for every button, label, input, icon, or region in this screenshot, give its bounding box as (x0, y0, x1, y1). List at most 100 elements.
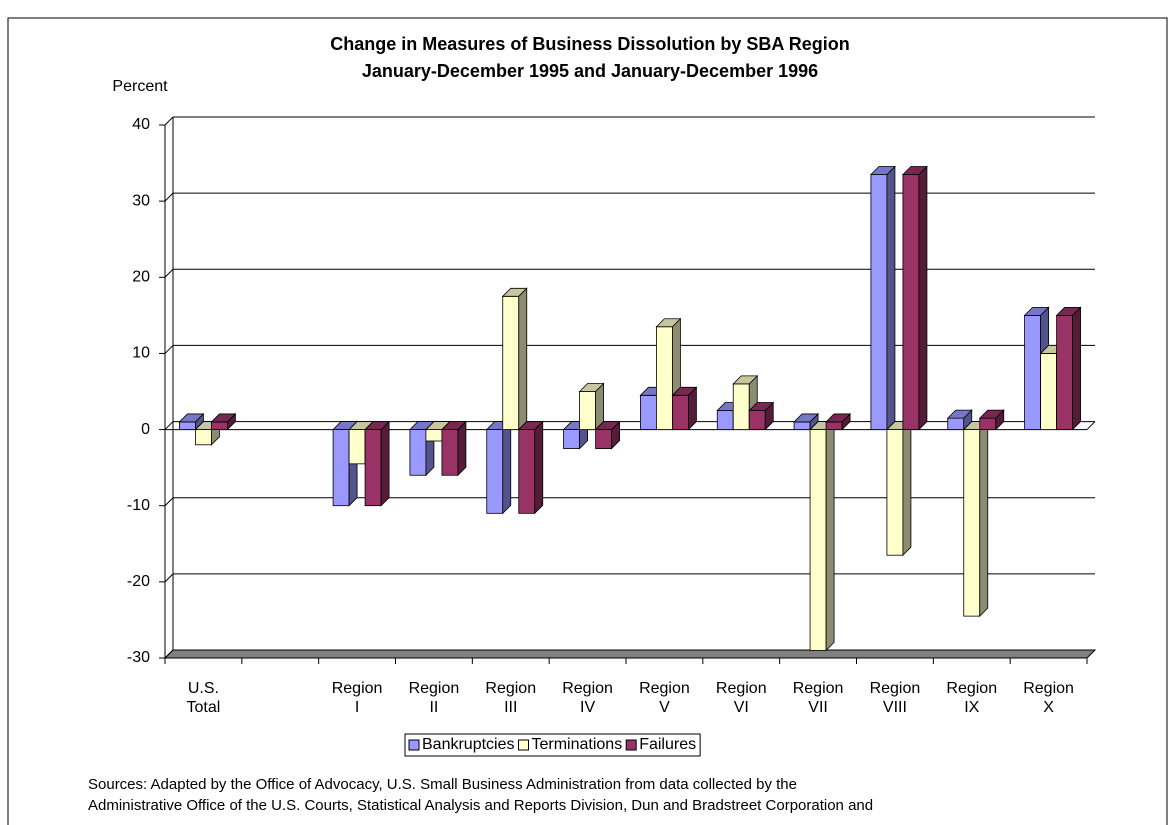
x-tick-label: Region (946, 680, 997, 697)
bar-top (210, 413, 237, 423)
bar-top (655, 318, 682, 328)
bar-front (656, 326, 673, 430)
bar (732, 374, 759, 431)
legend-swatch (625, 739, 637, 751)
x-tick-label: Region (1023, 680, 1074, 697)
x-tick-label: U.S. (188, 680, 219, 697)
x-tick-label: Region (409, 680, 460, 697)
chart-title: Change in Measures of Business Dissoluti… (330, 34, 849, 54)
y-axis-label: Percent (112, 78, 168, 95)
y-tick-label: 10 (132, 345, 150, 362)
bar-front (348, 429, 366, 465)
bar (885, 420, 912, 557)
legend-label: Terminations (532, 736, 623, 753)
bar-front (732, 383, 750, 430)
bar-side (825, 420, 835, 652)
bar-top (501, 287, 528, 297)
x-tick-label: Region (639, 680, 690, 697)
bar-front (979, 417, 997, 430)
bar (671, 386, 698, 431)
x-tick-label: IX (964, 699, 979, 716)
bar-front (441, 429, 459, 476)
bar (946, 409, 973, 431)
chart-subtitle: January-December 1995 and January-Decemb… (362, 61, 818, 81)
x-tick-label: V (659, 699, 670, 716)
bar-front (409, 429, 427, 476)
wall-edge (164, 649, 174, 659)
bar-top (825, 413, 852, 423)
bar (1055, 306, 1082, 431)
bar-front (579, 391, 596, 430)
bar (748, 401, 775, 431)
bar (210, 412, 237, 431)
bar (578, 382, 605, 431)
bar-front (425, 429, 443, 442)
bar-side (902, 420, 912, 557)
x-tick-label: Region (870, 680, 921, 697)
bar (440, 420, 467, 477)
bar-top (671, 386, 698, 396)
legend-label: Bankruptcies (422, 736, 515, 753)
bar-front (640, 394, 657, 430)
bar-front (963, 429, 981, 617)
bar-front (825, 421, 843, 430)
bar (501, 287, 528, 431)
x-tick-label: Total (187, 699, 221, 716)
bar-front (502, 295, 520, 430)
wall-edge (164, 192, 174, 202)
bar-side (380, 420, 390, 507)
y-tick-label: -30 (127, 649, 150, 666)
bar-front (1056, 314, 1073, 430)
bar-top (793, 413, 820, 423)
bar (978, 409, 1005, 431)
legend-swatch (518, 739, 529, 751)
bar-front (563, 429, 580, 450)
x-tick-label: X (1043, 699, 1054, 716)
bar-top (1055, 306, 1082, 316)
bar (178, 412, 205, 431)
x-tick-label: Region (332, 680, 383, 697)
source-note: Administrative Office of the U.S. Courts… (88, 797, 873, 814)
bar-side (1072, 306, 1081, 431)
bar-front (716, 410, 734, 430)
y-tick-label: 40 (132, 116, 150, 133)
bar-top (594, 421, 621, 430)
bar-side (502, 420, 512, 515)
y-tick-label: -20 (127, 573, 150, 590)
bar-top (732, 375, 759, 385)
bar-front (195, 429, 212, 446)
bar-side (886, 165, 896, 431)
zero-line (1086, 421, 1096, 430)
x-tick-label: VI (734, 699, 749, 716)
bar (869, 165, 896, 431)
bar-top (978, 409, 1005, 419)
x-tick-label: Region (562, 680, 613, 697)
legend-label: Failures (639, 736, 696, 753)
bar (364, 420, 391, 507)
wall-edge (164, 268, 174, 278)
floor (163, 649, 1097, 659)
y-tick-label: -10 (127, 497, 150, 514)
bar-side (518, 287, 528, 431)
y-tick-label: 0 (141, 421, 150, 438)
bar-front (748, 410, 766, 430)
bar-top (517, 421, 544, 430)
bar-top (578, 383, 605, 392)
x-tick-label: Region (793, 680, 844, 697)
bar-top (869, 166, 896, 175)
frame (7, 17, 1168, 825)
bar-top (901, 166, 928, 175)
x-tick-label: II (429, 699, 438, 716)
bar-front (809, 429, 827, 651)
legend: Bankruptcies Terminations Failures (404, 733, 701, 757)
bar (825, 412, 852, 431)
x-tick-label: III (504, 699, 517, 716)
x-tick-label: Region (485, 680, 536, 697)
bar-top (946, 409, 973, 419)
bar-front (332, 429, 350, 507)
bar-front (886, 429, 904, 556)
bar (485, 420, 512, 515)
bar (901, 165, 928, 431)
source-note: Sources: Adapted by the Office of Advoca… (88, 776, 797, 793)
